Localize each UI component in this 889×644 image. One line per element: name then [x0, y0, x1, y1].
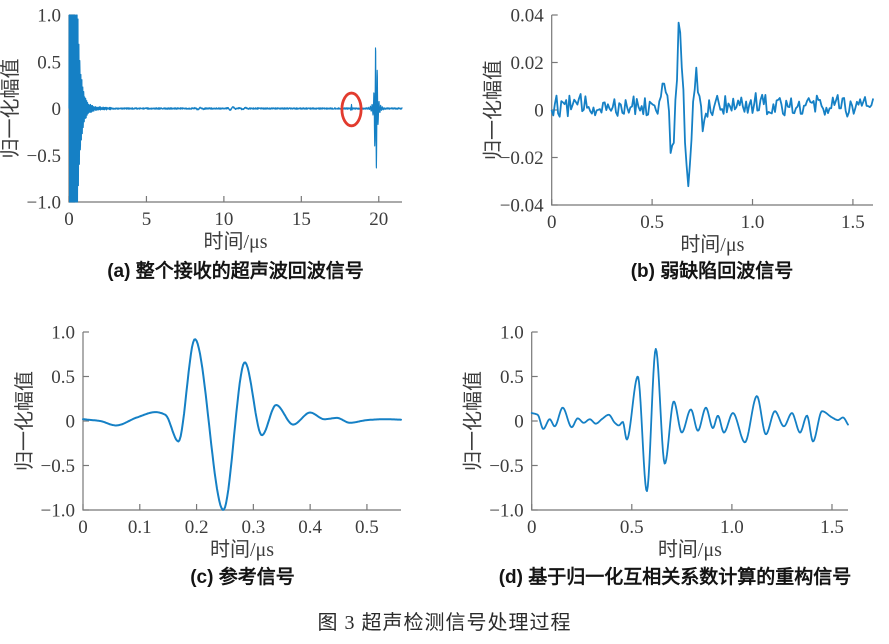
y-tick-label: 0.04 — [510, 6, 544, 27]
subplot-d-caption: (d) 基于归一化互相关系数计算的重构信号 — [498, 567, 852, 588]
y-tick-label: 0.5 — [51, 367, 75, 388]
x-tick-label: 0.5 — [640, 212, 664, 233]
x-tick-label: 0 — [64, 209, 74, 230]
x-tick-label: 0.5 — [620, 517, 644, 538]
x-axis-label: 时间/μs — [658, 538, 722, 561]
x-tick-label: 0.4 — [298, 517, 322, 538]
x-tick-label: 20 — [369, 209, 388, 230]
y-tick-label: −0.5 — [27, 146, 61, 167]
y-tick-label: −0.5 — [489, 456, 523, 477]
waveform-c — [82, 338, 402, 511]
x-tick-label: 0.1 — [128, 517, 152, 538]
y-tick-label: 0.02 — [510, 53, 543, 74]
x-axis-label: 时间/μs — [210, 538, 274, 561]
y-tick-label: −0.04 — [500, 196, 544, 217]
x-axis-label: 时间/μs — [680, 233, 744, 256]
y-tick-label: 0.5 — [500, 367, 524, 388]
y-tick-label: 1.0 — [51, 323, 75, 344]
x-tick-label: 1.5 — [820, 517, 844, 538]
x-tick-label: 1.0 — [741, 212, 765, 233]
x-tick-label: 10 — [214, 209, 233, 230]
x-tick-label: 0.5 — [355, 517, 379, 538]
subplot-c: 0 0.1 0.2 0.3 0.4 0.5 −1.0 −0.5 0 0.5 1.0 时间/μs 归一化幅… — [0, 300, 445, 602]
waveform-b — [550, 21, 874, 188]
x-tick-label: 5 — [142, 209, 152, 230]
axes-d — [531, 332, 848, 511]
x-tick-label: 15 — [292, 209, 311, 230]
defect-highlight-ellipse — [340, 91, 363, 128]
y-axis-label: 归一化幅值 — [482, 60, 505, 160]
waveform-a — [68, 14, 403, 203]
y-tick-label: 0.5 — [37, 52, 61, 73]
figure-caption: 图 3 超声检测信号处理过程 — [317, 612, 572, 634]
x-tick-label: 0 — [78, 517, 88, 538]
y-axis-label: 归一化幅值 — [0, 59, 22, 159]
x-tick-label: 0.2 — [185, 517, 209, 538]
x-tick-label: 1.5 — [841, 212, 865, 233]
x-tick-label: 0 — [527, 517, 537, 538]
subplot-a: 0 5 10 15 20 −1.0 −0.5 0 0.5 1.0 时间/μs 归一化幅值 (a) 整个… — [0, 0, 445, 300]
subplot-c-caption: (c) 参考信号 — [190, 567, 295, 588]
y-tick-label: 0 — [52, 99, 62, 120]
y-tick-label: 0 — [66, 412, 76, 433]
y-tick-label: −0.5 — [41, 456, 75, 477]
y-tick-label: 0 — [514, 412, 524, 433]
y-tick-label: −1.0 — [489, 501, 523, 522]
x-axis-label: 时间/μs — [203, 230, 267, 253]
y-tick-label: 1.0 — [500, 323, 524, 344]
y-axis-label: 归一化幅值 — [462, 371, 485, 471]
chart-a-canvas: 0 5 10 15 20 −1.0 −0.5 0 0.5 1.0 时间/μs 归一化幅值 — [0, 6, 403, 253]
y-tick-label: 0 — [534, 101, 544, 122]
subplot-d: 0 0.5 1.0 1.5 −1.0 −0.5 0 0.5 1.0 时间/μs 归一化幅值 (d) … — [445, 300, 889, 602]
y-tick-label: 1.0 — [37, 6, 61, 27]
x-tick-label: 0.3 — [241, 517, 265, 538]
subplot-b-caption: (b) 弱缺陷回波信号 — [630, 261, 794, 282]
y-tick-label: −1.0 — [27, 193, 61, 214]
subplot-b: 0 0.5 1.0 1.5 −0.04 −0.02 0 0.02 0.04 时间/μs 归一化幅值 … — [445, 0, 889, 300]
y-axis-label: 归一化幅值 — [13, 371, 36, 471]
waveform-d — [530, 348, 849, 492]
chart-c-canvas: 0 0.1 0.2 0.3 0.4 0.5 −1.0 −0.5 0 0.5 1.0 时间/μs 归一化幅… — [13, 323, 402, 561]
y-tick-label: −0.02 — [500, 148, 544, 169]
x-tick-label: 1.0 — [720, 517, 744, 538]
y-tick-label: −1.0 — [41, 501, 75, 522]
x-tick-label: 0 — [547, 212, 557, 233]
chart-b-canvas: 0 0.5 1.0 1.5 −0.04 −0.02 0 0.02 0.04 时间/μs 归一化幅值 — [482, 6, 874, 256]
subplot-a-caption: (a) 整个接收的超声波回波信号 — [107, 261, 364, 282]
